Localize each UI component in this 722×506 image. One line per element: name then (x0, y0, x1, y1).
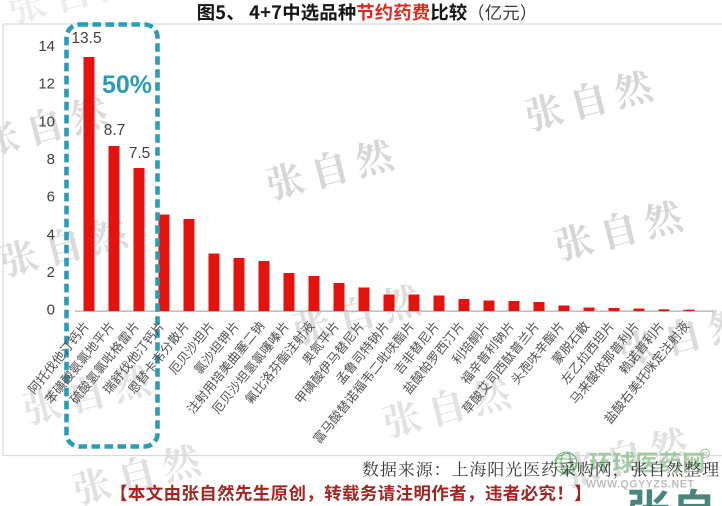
svg-text:WWW.QGYYZS.NET: WWW.QGYYZS.NET (586, 479, 694, 491)
svg-text:4: 4 (47, 226, 55, 243)
svg-text:10: 10 (38, 113, 55, 130)
svg-text:6: 6 (47, 189, 55, 206)
svg-text:0: 0 (47, 302, 55, 319)
svg-text:R: R (703, 452, 708, 459)
svg-text:50%: 50% (102, 71, 152, 99)
svg-text:14: 14 (38, 38, 55, 55)
svg-text:8.7: 8.7 (104, 122, 126, 139)
svg-text:2: 2 (47, 264, 55, 281)
svg-text:8: 8 (47, 151, 55, 168)
svg-text:13.5: 13.5 (71, 30, 101, 47)
svg-text:12: 12 (38, 76, 55, 93)
svg-text:7.5: 7.5 (129, 145, 151, 162)
